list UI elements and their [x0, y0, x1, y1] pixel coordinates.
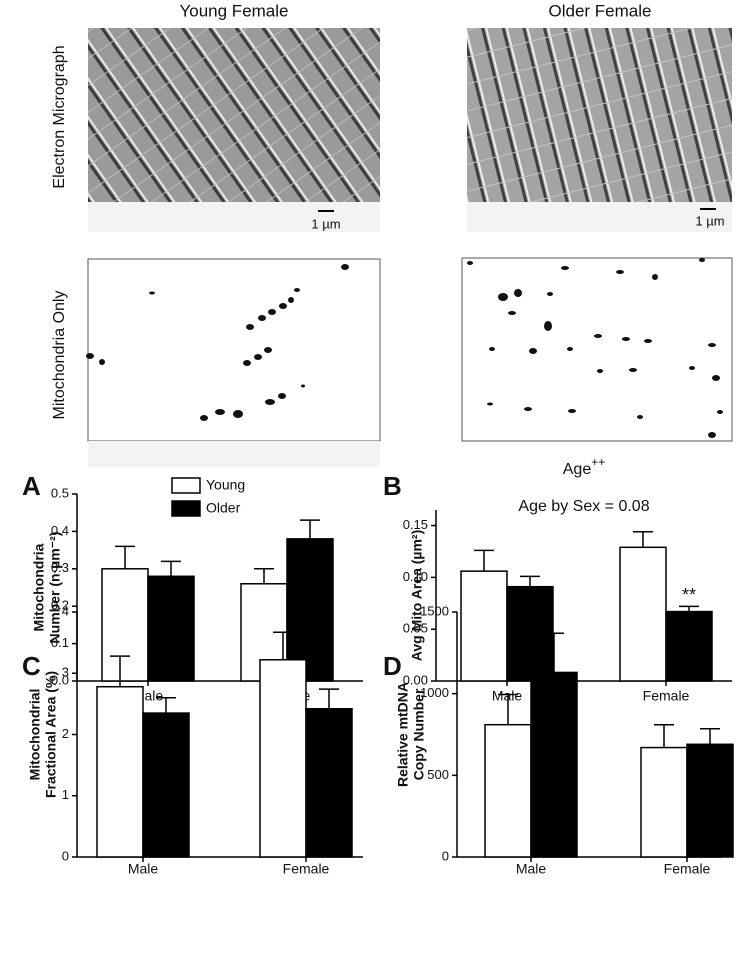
bar [101, 568, 149, 682]
strip [88, 441, 380, 467]
x-tick-label: Female [643, 688, 690, 704]
y-tick-label: 0.00 [403, 672, 428, 687]
bar [484, 723, 532, 858]
strip [88, 202, 380, 232]
y-axis-label: Mitochondria [31, 543, 47, 631]
bar [686, 743, 734, 858]
bar [96, 685, 144, 858]
y-tick-label: 0.4 [51, 523, 69, 538]
bar [640, 746, 688, 858]
y-tick-label: 3 [62, 665, 69, 680]
panel-label: B [383, 471, 402, 501]
y-tick-label: 1500 [420, 603, 449, 618]
y-axis-label: Copy Number [411, 688, 427, 780]
row-title: Electron Micrograph [51, 45, 68, 188]
mito-map [461, 257, 733, 442]
panel-label: A [22, 471, 41, 501]
title-text: Age [563, 461, 592, 478]
y-tick-label: 0 [62, 848, 69, 863]
legend-swatch [171, 500, 201, 517]
y-axis-label: Relative mtDNA [395, 682, 411, 787]
y-tick-label: 500 [427, 767, 449, 782]
bar [530, 671, 578, 858]
x-tick-label: Male [128, 861, 159, 877]
legend-label: Older [206, 500, 241, 516]
row-title: Mitochondria Only [51, 291, 68, 420]
title-superscript: ++ [591, 455, 605, 469]
mito-map [87, 258, 381, 442]
column-title: Young Female [179, 1, 288, 20]
y-tick-label: 0.15 [403, 517, 428, 532]
bar [665, 610, 713, 682]
bar [305, 708, 353, 858]
column-title: Older Female [549, 1, 652, 20]
micrograph [467, 28, 732, 202]
y-axis-label: Number (n·µm⁻²) [47, 532, 63, 644]
bar [142, 712, 190, 858]
y-tick-label: 1000 [420, 685, 449, 700]
bar [286, 538, 334, 682]
y-axis-label: Mitochondrial [27, 689, 43, 781]
bar [619, 546, 667, 682]
y-tick-label: 0.2 [51, 598, 69, 613]
y-axis-label: Fractional Area (%) [43, 671, 59, 798]
bar [259, 659, 307, 858]
scale-label: 1 µm [311, 216, 340, 231]
y-tick-label: 0.3 [51, 560, 69, 575]
x-tick-label: Male [492, 688, 523, 704]
strip [467, 202, 732, 232]
x-tick-label: Female [283, 861, 330, 877]
chart-title: Age++ [563, 455, 605, 478]
significance: ** [682, 585, 696, 605]
micrograph [88, 28, 380, 202]
y-axis-label: Avg Mito Area (µm²) [409, 530, 425, 661]
y-tick-label: 0.1 [51, 635, 69, 650]
y-tick-label: 4 [62, 603, 69, 618]
y-tick-label: 2 [62, 726, 69, 741]
chart-subtitle: Age by Sex = 0.08 [518, 498, 649, 515]
y-tick-label: 0.05 [403, 621, 428, 636]
x-tick-label: Male [516, 861, 547, 877]
panel-label: C [22, 651, 41, 681]
bar [147, 575, 195, 682]
mitochondria [86, 258, 723, 438]
legend-swatch [171, 477, 201, 494]
y-tick-label: 0.5 [51, 485, 69, 500]
y-tick-label: 0 [442, 848, 449, 863]
panel-label: D [383, 651, 402, 681]
y-tick-label: 0.10 [403, 569, 428, 584]
x-tick-label: Female [664, 861, 711, 877]
scale-label: 1 µm [695, 213, 724, 228]
legend-label: Young [206, 477, 245, 493]
y-tick-label: 1 [62, 787, 69, 802]
y-tick-label: 0.0 [51, 672, 69, 687]
bar [460, 570, 508, 682]
